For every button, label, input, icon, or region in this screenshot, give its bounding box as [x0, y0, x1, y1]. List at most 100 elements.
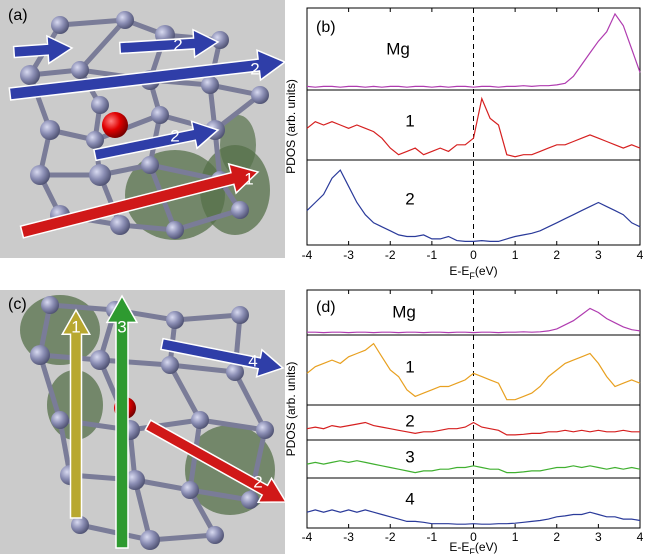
arrow-label: 3: [117, 317, 126, 336]
atom: [226, 363, 244, 381]
x-axis-label-part: E-E: [449, 264, 469, 278]
series-label: Mg: [392, 302, 416, 321]
atom: [51, 16, 69, 34]
x-tick-label: -3: [343, 530, 354, 544]
arrow: [93, 120, 220, 162]
atom: [90, 350, 110, 370]
x-axis-label: E-EF(eV): [449, 540, 497, 554]
series-label: 4: [405, 489, 414, 508]
pdos-line: [306, 169, 641, 242]
atom: [71, 516, 89, 534]
atom: [125, 470, 145, 490]
bond: [169, 362, 236, 375]
arrow-label: 2: [253, 472, 262, 491]
panel-label: (d): [316, 299, 336, 316]
x-tick-label: 0: [470, 248, 477, 262]
x-axis-label-part: (eV): [475, 540, 498, 554]
bond: [167, 363, 203, 422]
arrow-label: 4: [248, 351, 257, 370]
x-axis-label-part: F: [469, 271, 475, 281]
atom: [86, 131, 104, 149]
atom: [91, 96, 109, 114]
atom: [181, 481, 199, 499]
atom: [40, 120, 60, 140]
structure-panel: (a) 2 2 2 1: [0, 0, 287, 258]
x-tick-label: 2: [553, 248, 560, 262]
bond: [132, 479, 153, 541]
atom: [30, 165, 50, 185]
x-tick-label: -2: [385, 248, 396, 262]
atom: [241, 491, 259, 509]
atom: [51, 411, 69, 429]
x-tick-label: -2: [385, 530, 396, 544]
pdos-line: [307, 307, 641, 334]
atom: [20, 65, 40, 85]
x-tick-label: 1: [512, 530, 519, 544]
atom: [256, 421, 274, 439]
bond: [129, 417, 201, 433]
panel-label: (c): [8, 296, 27, 313]
pdos-line: [306, 421, 640, 436]
series-label: 2: [405, 411, 414, 430]
x-axis-label-part: (eV): [475, 264, 498, 278]
bond: [199, 417, 266, 433]
atom: [151, 106, 169, 124]
atom: [41, 296, 59, 314]
series-label: 1: [405, 357, 414, 376]
panel-label: (b): [316, 19, 336, 36]
atom: [201, 76, 219, 94]
pdos-line: [306, 12, 641, 88]
atom: [89, 164, 111, 186]
arrow-label: 2: [170, 126, 179, 145]
bond: [37, 354, 63, 421]
bond: [232, 370, 268, 432]
pdos-line: [306, 96, 641, 158]
atom: [141, 156, 159, 174]
orbital-lobe: [220, 115, 256, 175]
x-tick-label: 4: [637, 248, 644, 262]
series-label: Mg: [386, 39, 410, 58]
x-tick-label: 4: [637, 530, 644, 544]
x-tick-label: 3: [595, 530, 602, 544]
series-label: 1: [405, 111, 414, 130]
atom: [116, 11, 134, 29]
atom: [110, 215, 130, 235]
bond: [149, 162, 221, 183]
arrow: [12, 34, 74, 65]
x-axis-label-part: E-E: [449, 540, 469, 554]
atom: [140, 530, 160, 550]
x-tick-label: -4: [302, 248, 313, 262]
bond: [49, 302, 116, 313]
arrow: [19, 162, 260, 239]
atom: [166, 221, 184, 239]
arrow-label: 1: [71, 317, 80, 336]
x-tick-label: -4: [302, 530, 313, 544]
atom: [161, 356, 179, 374]
x-tick-label: 0: [470, 530, 477, 544]
x-axis-label: E-EF(eV): [449, 264, 497, 281]
arrow: [8, 48, 287, 101]
arrow: [160, 337, 285, 378]
series-label: 3: [405, 447, 414, 466]
bond: [149, 532, 216, 543]
atom: [206, 526, 224, 544]
bond: [99, 357, 171, 368]
y-axis-label: PDOS (arb. units): [284, 79, 298, 174]
arrow-label: 1: [244, 169, 253, 188]
panel-label: (a): [8, 7, 28, 24]
bond: [174, 207, 241, 233]
bond: [59, 17, 126, 28]
x-tick-label: 1: [512, 248, 519, 262]
x-tick-label: -1: [427, 530, 438, 544]
x-tick-label: 2: [553, 530, 560, 544]
bond: [79, 522, 151, 543]
bond: [174, 312, 241, 323]
plots: -4 -3 -2 -1 0 1 2 3 4 Mg 1 2 (b) PDOS (arb. units) E-E…: [284, 7, 644, 554]
pdos-line: [306, 342, 641, 401]
dopant-atom: [102, 112, 128, 138]
arrow: [118, 28, 220, 59]
arrow-label: 2: [250, 59, 259, 78]
arrow: [60, 308, 92, 519]
